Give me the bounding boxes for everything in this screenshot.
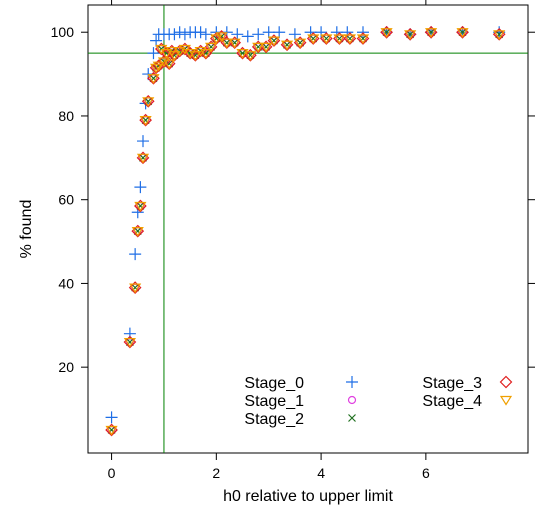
y-tick-label: 60: [58, 192, 74, 208]
legend-marker: [346, 376, 358, 388]
data-point: [106, 411, 118, 423]
data-point: [195, 26, 207, 38]
data-point: [129, 248, 141, 260]
y-axis-label: % found: [18, 200, 35, 259]
data-point: [179, 28, 191, 40]
x-tick-label: 4: [317, 465, 325, 481]
legend-label: Stage_3: [422, 375, 482, 392]
legend-marker: [501, 377, 512, 388]
series-stage-0: [106, 26, 506, 423]
x-tick-label: 6: [422, 465, 430, 481]
x-tick-label: 0: [108, 465, 116, 481]
legend-label: Stage_0: [244, 375, 304, 392]
data-point: [242, 30, 254, 42]
legend-marker: [349, 397, 356, 404]
data-point: [252, 28, 264, 40]
y-tick-label: 20: [58, 359, 74, 375]
x-tick-label: 2: [212, 465, 220, 481]
y-tick-label: 40: [58, 275, 74, 291]
data-point: [124, 328, 136, 340]
legend-label: Stage_2: [244, 411, 304, 428]
y-tick-label: 100: [51, 24, 75, 40]
x-axis-label: h0 relative to upper limit: [223, 488, 393, 505]
data-point: [137, 135, 149, 147]
legend-label: Stage_1: [244, 393, 304, 410]
data-point: [168, 28, 180, 40]
legend-marker: [501, 397, 511, 405]
series-stage-1: [108, 29, 503, 434]
y-tick-label: 80: [58, 108, 74, 124]
data-point: [174, 26, 186, 38]
series-stage-2: [108, 29, 503, 434]
data-point: [134, 181, 146, 193]
legend-label: Stage_4: [422, 393, 482, 410]
series-stage-4: [107, 29, 505, 435]
legend-marker: [349, 415, 356, 422]
